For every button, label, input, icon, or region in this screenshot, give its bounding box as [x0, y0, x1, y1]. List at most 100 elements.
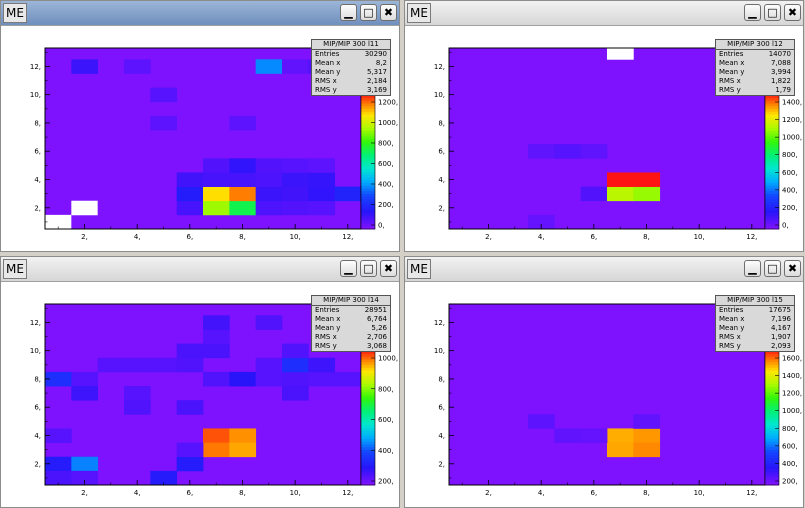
heatmap-cell [308, 158, 336, 173]
y-tick-label: 6, [438, 404, 445, 412]
color-bar-band [765, 207, 779, 211]
color-bar-band [361, 411, 375, 415]
minimize-icon[interactable]: ▁ [340, 4, 357, 21]
color-bar-band [765, 174, 779, 178]
maximize-icon[interactable]: □ [360, 4, 377, 21]
y-tick-label: 12, [434, 319, 445, 327]
x-tick-label: 10, [290, 489, 301, 497]
color-bar-band [361, 449, 375, 453]
color-bar-band [765, 380, 779, 385]
title-bar[interactable]: ME ▁ □ ✖ [1, 1, 399, 26]
color-bar-band [361, 378, 375, 382]
color-bar-band [765, 400, 779, 404]
y-tick-label: 4, [438, 432, 445, 440]
minimize-icon[interactable]: ▁ [744, 4, 761, 21]
close-icon[interactable]: ✖ [784, 260, 801, 277]
color-bar-band [361, 446, 375, 450]
minimize-icon[interactable]: ▁ [744, 260, 761, 277]
color-bar-band [765, 419, 779, 423]
title-bar[interactable]: ME ▁ □ ✖ [405, 1, 803, 26]
maximize-icon[interactable]: □ [764, 4, 781, 21]
color-bar-band [765, 413, 779, 417]
color-bar-band [765, 408, 779, 412]
color-bar-band [765, 220, 779, 225]
color-bar-band [361, 171, 375, 175]
z-tick-label: 1400, [782, 372, 802, 380]
color-bar-band [765, 435, 779, 439]
color-bar-band [765, 146, 779, 151]
heatmap-cell [554, 144, 582, 159]
heatmap-cell [229, 371, 257, 387]
stats-rms-x: 2,184 [366, 77, 387, 85]
y-tick-label: 8, [438, 375, 445, 383]
color-bar-band [361, 207, 375, 211]
heatmap-cell [255, 186, 283, 202]
x-tick-label: 12, [746, 489, 757, 497]
color-bar-band [765, 405, 779, 409]
color-bar-band [765, 212, 779, 216]
color-bar-band [765, 130, 779, 134]
heatmap-cell [255, 59, 283, 74]
y-tick-label: 10, [30, 91, 41, 99]
x-tick-label: 8, [239, 233, 246, 241]
maximize-icon[interactable]: □ [360, 260, 377, 277]
color-bar-band [765, 105, 779, 109]
title-bar[interactable]: ME ▁ □ ✖ [405, 257, 803, 282]
heatmap-cell [308, 200, 336, 216]
stats-title: MIP/MIP 300 l15 [716, 296, 794, 306]
heatmap-cell [45, 428, 72, 443]
color-bar-band [765, 100, 779, 104]
color-bar-band [361, 443, 375, 448]
close-icon[interactable]: ✖ [784, 4, 801, 21]
color-bar-band [765, 358, 779, 363]
color-bar-band [361, 419, 375, 423]
color-bar-band [765, 449, 779, 453]
close-icon[interactable]: ✖ [380, 260, 397, 277]
color-bar-band [361, 141, 375, 145]
color-bar-band [765, 179, 779, 183]
x-tick-label: 4, [134, 233, 141, 241]
heatmap-cell [633, 186, 661, 202]
heatmap-cell [45, 371, 72, 387]
color-bar-band [765, 394, 779, 398]
heatmap-chart: 2, 4, 6, 8, 10, 12, 2, 4, 6, 8, 10, 12, 1200, 1000, 80… [30, 47, 398, 241]
color-bar-band [765, 149, 779, 153]
z-tick-label: 800, [378, 385, 394, 393]
heatmap-cell [97, 357, 125, 373]
color-bar-band [765, 193, 779, 197]
color-bar-band [361, 400, 375, 404]
title-bar[interactable]: ME ▁ □ ✖ [1, 257, 399, 282]
heatmap-cell [176, 442, 204, 458]
color-bar-band [765, 171, 779, 175]
z-tick-label: 200, [782, 478, 798, 486]
color-bar-band [361, 187, 375, 192]
color-bar-band [361, 408, 375, 412]
z-tick-label: 200, [378, 478, 394, 486]
color-bar-band [361, 353, 375, 357]
heatmap-cell [150, 470, 178, 486]
color-bar-band [765, 102, 779, 107]
maximize-icon[interactable]: □ [764, 260, 781, 277]
color-bar-band [765, 226, 779, 230]
close-icon[interactable]: ✖ [380, 4, 397, 21]
color-bar-band [765, 465, 779, 470]
heatmap-cell [334, 371, 362, 387]
color-bar-band [765, 432, 779, 437]
minimize-icon[interactable]: ▁ [340, 260, 357, 277]
color-bar-band [361, 367, 375, 371]
stats-entries: 30290 [364, 50, 387, 58]
stats-mean-x: 7,088 [770, 59, 791, 67]
heatmap-cell [176, 456, 204, 472]
heatmap-cell [203, 371, 230, 387]
heatmap-cell [229, 115, 257, 131]
canvas-window-l11: ME ▁ □ ✖ 2, 4, 6, 8, 10, 12, 2, 4, 6, 8, 10, 12, 120… [0, 0, 400, 252]
heatmap-cell [528, 414, 555, 429]
color-bar-band [361, 176, 375, 181]
color-bar-band [765, 476, 779, 481]
stats-entries: 14070 [768, 50, 791, 58]
color-bar-band [765, 198, 779, 203]
heatmap-cell [124, 357, 151, 373]
z-tick-label: 400, [782, 186, 798, 194]
y-tick-label: 8, [438, 119, 445, 127]
heatmap-chart: 2, 4, 6, 8, 10, 12, 2, 4, 6, 8, 10, 12, 1600, 1400, 12… [434, 303, 802, 497]
